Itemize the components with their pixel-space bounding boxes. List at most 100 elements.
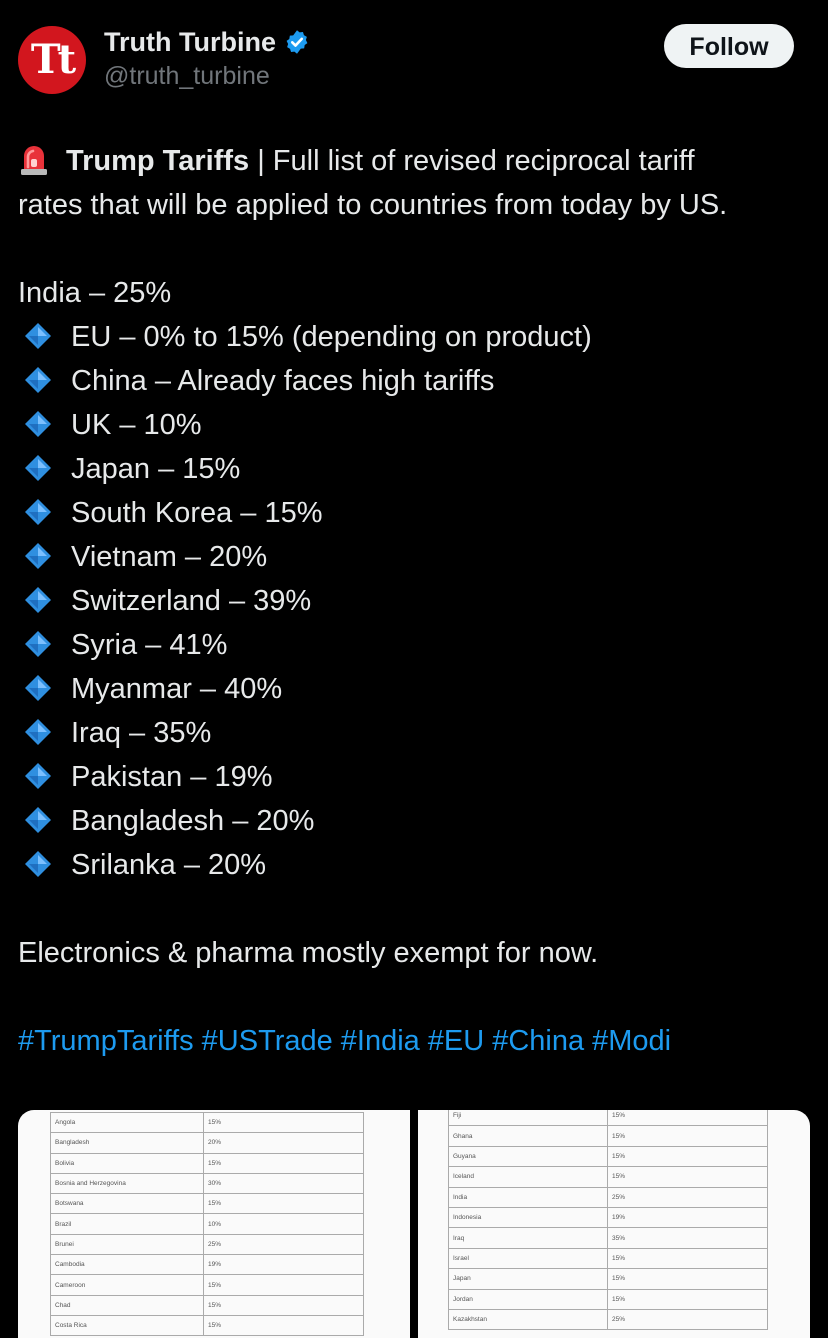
country-cell: Angola (50, 1111, 204, 1134)
table-row: Israel 15% (448, 1247, 768, 1270)
hashtag-link[interactable]: #Modi (592, 1025, 672, 1057)
list-item: Iraq – 35% (18, 711, 818, 755)
hashtags: #TrumpTariffs #USTrade #India #EU #China #Mod… (18, 1019, 818, 1063)
country-cell: Bosnia and Herzegovina (50, 1172, 204, 1195)
media-image-1[interactable]: Angola 15% Bangladesh 20% Bolivia 15% Bosnia a… (18, 1110, 410, 1338)
rate-cell: 15% (607, 1247, 768, 1270)
rate-cell: 15% (203, 1152, 364, 1174)
table-row: Ghana 15% (448, 1125, 768, 1147)
rate-cell: 15% (203, 1193, 364, 1215)
verified-badge-icon[interactable] (284, 29, 310, 55)
table-row: Iceland 15% (448, 1166, 768, 1188)
rotating-light-siren-icon (18, 140, 50, 176)
rate-cell: 25% (607, 1186, 768, 1208)
rate-cell: 15% (607, 1166, 768, 1188)
list-item: Vietnam – 20% (18, 535, 818, 579)
list-item: South Korea – 15% (18, 491, 818, 535)
rate-cell: 15% (607, 1268, 768, 1290)
blue-diamond-icon (24, 495, 52, 525)
blue-diamond-icon (24, 847, 52, 877)
country-cell: Brunei (50, 1233, 204, 1256)
list-item: Switzerland – 39% (18, 579, 818, 623)
rate-cell: 15% (203, 1314, 364, 1337)
rate-cell: 25% (607, 1308, 768, 1331)
hashtag-link[interactable]: #TrumpTariffs (18, 1025, 194, 1057)
rate-cell: 15% (203, 1294, 364, 1316)
blue-diamond-icon (24, 759, 52, 789)
rate-cell: 15% (607, 1145, 768, 1168)
table-row: Kazakhstan 25% (448, 1308, 768, 1331)
country-cell: Bolivia (50, 1152, 204, 1174)
country-cell: Iceland (448, 1166, 608, 1188)
tariff-table-image-2: Fiji 15% Ghana 15% Guyana 15% Iceland 15% India 2… (448, 1110, 768, 1331)
table-row: Bangladesh 20% (50, 1132, 364, 1154)
exemption-note: Electronics & pharma mostly exempt for n… (18, 937, 599, 969)
tariff-list: EU – 0% to 15% (depending on product) Chi… (18, 315, 818, 887)
blue-diamond-icon (24, 671, 52, 701)
hashtag-link[interactable]: #India (340, 1025, 420, 1057)
country-cell: Costa Rica (50, 1314, 204, 1337)
country-cell: Brazil (50, 1213, 204, 1235)
list-item-text: South Korea – 15% (71, 497, 323, 529)
list-item-text: Japan – 15% (71, 453, 241, 485)
table-row: Brunei 25% (50, 1233, 364, 1256)
country-cell: Ghana (448, 1125, 608, 1147)
table-row: Bosnia and Herzegovina 30% (50, 1172, 364, 1195)
table-row: Cambodia 19% (50, 1254, 364, 1276)
tweet-text: Trump Tariffs | Full list of revised rec… (18, 139, 818, 1063)
display-name[interactable]: Truth Turbine (104, 26, 276, 57)
list-item: EU – 0% to 15% (depending on product) (18, 315, 818, 359)
blue-diamond-icon (24, 583, 52, 613)
rate-cell: 19% (607, 1206, 768, 1229)
hashtag-link[interactable]: #China (492, 1025, 585, 1057)
author-handle[interactable]: @truth_turbine (104, 62, 270, 90)
list-item-text: Iraq – 35% (71, 717, 212, 749)
hashtag-link[interactable]: #USTrade (201, 1025, 333, 1057)
rate-cell: 25% (203, 1233, 364, 1256)
rate-cell: 30% (203, 1172, 364, 1195)
rate-cell: 15% (607, 1288, 768, 1310)
rate-cell: 10% (203, 1213, 364, 1235)
rate-cell: 20% (203, 1132, 364, 1154)
list-item-text: EU – 0% to 15% (depending on product) (71, 321, 592, 353)
list-item-text: China – Already faces high tariffs (71, 365, 495, 397)
rate-cell: 19% (203, 1254, 364, 1276)
list-item-text: Bangladesh – 20% (71, 805, 315, 837)
list-item: Japan – 15% (18, 447, 818, 491)
list-item-text: UK – 10% (71, 409, 202, 441)
country-cell: Cameroon (50, 1274, 204, 1296)
country-cell: Indonesia (448, 1206, 608, 1229)
headline-bold: Trump Tariffs (66, 145, 250, 177)
media-grid: Angola 15% Bangladesh 20% Bolivia 15% Bosnia a… (18, 1110, 810, 1338)
country-cell: Israel (448, 1247, 608, 1270)
list-item: Bangladesh – 20% (18, 799, 818, 843)
country-cell: Bangladesh (50, 1132, 204, 1154)
follow-button[interactable]: Follow (664, 24, 794, 68)
list-item-first: India – 25% (18, 277, 172, 309)
blue-diamond-icon (24, 715, 52, 745)
hashtag-link[interactable]: #EU (427, 1025, 485, 1057)
list-item: Myanmar – 40% (18, 667, 818, 711)
tweet-header: Tt Truth Turbine @truth_turbine Follow (18, 24, 794, 96)
table-row: Guyana 15% (448, 1145, 768, 1168)
blue-diamond-icon (24, 803, 52, 833)
list-item-text: Syria – 41% (71, 629, 228, 661)
country-cell: Chad (50, 1294, 204, 1316)
table-row: Brazil 10% (50, 1213, 364, 1235)
table-row: Iraq 35% (448, 1227, 768, 1249)
country-cell: Jordan (448, 1288, 608, 1310)
table-row: Indonesia 19% (448, 1206, 768, 1229)
list-item: China – Already faces high tariffs (18, 359, 818, 403)
country-cell: Japan (448, 1268, 608, 1290)
country-cell: Kazakhstan (448, 1308, 608, 1331)
table-row: Costa Rica 15% (50, 1314, 364, 1337)
blue-diamond-icon (24, 627, 52, 657)
tariff-table-image-1: Angola 15% Bangladesh 20% Bolivia 15% Bosnia a… (50, 1111, 364, 1337)
author-names: Truth Turbine @truth_turbine (104, 24, 310, 91)
blue-diamond-icon (24, 539, 52, 569)
list-item-text: Pakistan – 19% (71, 761, 273, 793)
avatar[interactable]: Tt (18, 26, 86, 94)
media-image-2[interactable]: Fiji 15% Ghana 15% Guyana 15% Iceland 15% India 2… (418, 1110, 810, 1338)
list-item: Pakistan – 19% (18, 755, 818, 799)
rate-cell: 15% (607, 1110, 768, 1127)
